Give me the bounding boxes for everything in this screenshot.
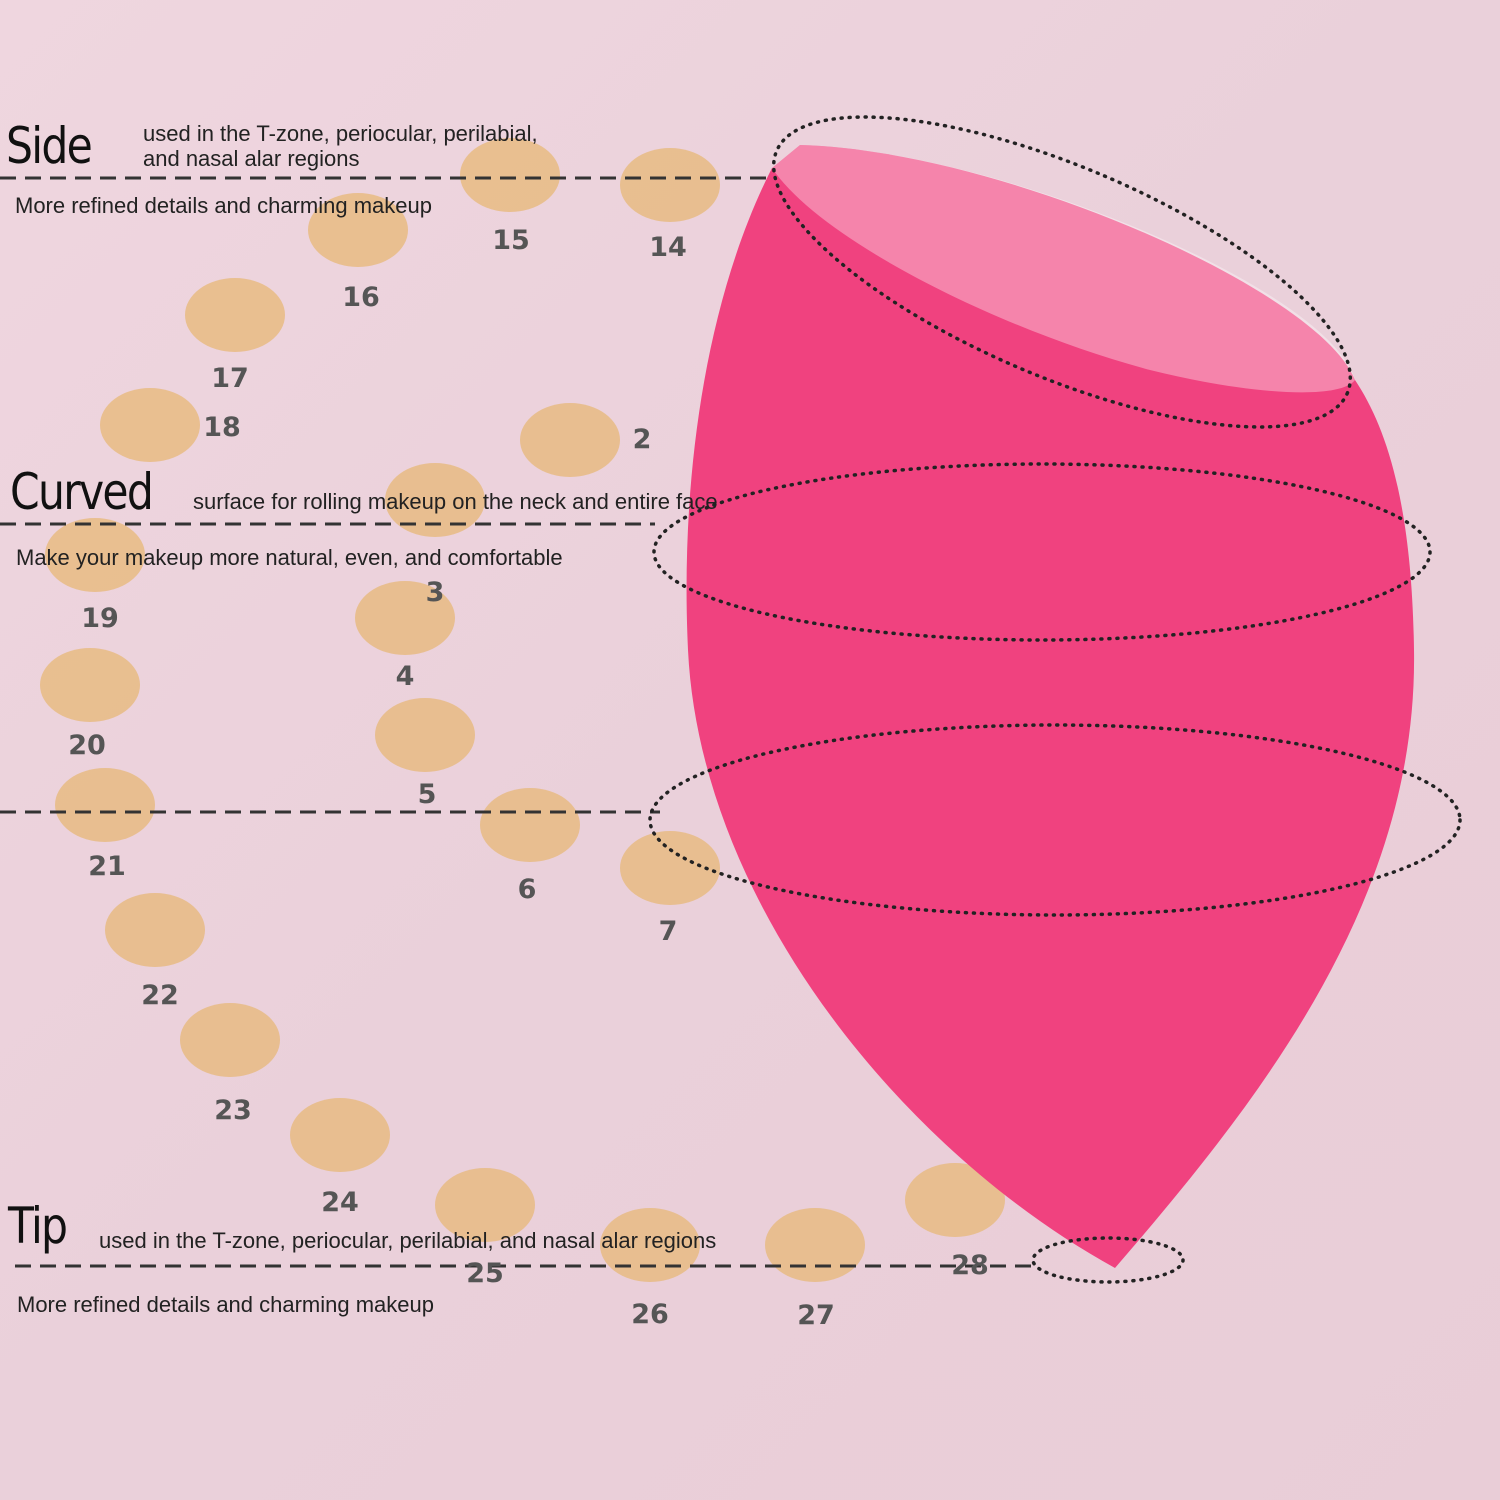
swatch-27 bbox=[765, 1208, 865, 1282]
swatch-label-26: 26 bbox=[631, 1299, 669, 1330]
swatch-7 bbox=[620, 831, 720, 905]
swatch-21 bbox=[55, 768, 155, 842]
swatch-20 bbox=[40, 648, 140, 722]
side-outline bbox=[771, 115, 1353, 429]
side-subtitle: More refined details and charming makeup bbox=[15, 193, 433, 218]
makeup-sponge bbox=[648, 115, 1462, 1284]
guide-lines bbox=[0, 176, 1040, 1268]
swatch-17 bbox=[185, 278, 285, 352]
side-description-line1: used in the T-zone, periocular, perilabi… bbox=[143, 121, 538, 146]
swatch-label-4: 4 bbox=[395, 661, 415, 692]
swatch-label-16: 16 bbox=[342, 282, 380, 313]
swatch-18 bbox=[100, 388, 200, 462]
swatch-6 bbox=[480, 788, 580, 862]
curved-ring-lower bbox=[648, 723, 1462, 917]
swatch-label-23: 23 bbox=[214, 1095, 252, 1126]
curved-subtitle: Make your makeup more natural, even, and… bbox=[16, 545, 563, 570]
foundation-swatches bbox=[40, 138, 1005, 1282]
swatch-5 bbox=[375, 698, 475, 772]
side-title: Side bbox=[6, 117, 93, 175]
swatch-label-27: 27 bbox=[797, 1300, 835, 1331]
swatch-25 bbox=[435, 1168, 535, 1242]
swatch-15 bbox=[460, 138, 560, 212]
swatch-16 bbox=[308, 193, 408, 267]
swatch-2 bbox=[520, 403, 620, 477]
curved-description: surface for rolling makeup on the neck a… bbox=[193, 489, 718, 514]
swatch-label-24: 24 bbox=[321, 1187, 359, 1218]
swatch-label-17: 17 bbox=[211, 363, 249, 394]
swatch-label-19: 19 bbox=[81, 603, 119, 634]
tip-outline bbox=[1031, 1236, 1185, 1284]
swatch-label-15: 15 bbox=[492, 225, 530, 256]
swatch-14 bbox=[620, 148, 720, 222]
swatch-label-6: 6 bbox=[517, 874, 537, 905]
tip-title: Tip bbox=[8, 1197, 68, 1255]
swatch-label-7: 7 bbox=[658, 916, 678, 947]
swatch-label-25: 25 bbox=[466, 1258, 504, 1289]
sponge-top-face bbox=[772, 145, 1355, 393]
tip-description: used in the T-zone, periocular, perilabi… bbox=[99, 1228, 717, 1253]
swatch-label-22: 22 bbox=[141, 980, 179, 1011]
swatch-label-21: 21 bbox=[88, 851, 126, 882]
swatch-23 bbox=[180, 1003, 280, 1077]
swatch-3 bbox=[385, 463, 485, 537]
tip-subtitle: More refined details and charming makeup bbox=[17, 1292, 435, 1317]
swatch-22 bbox=[105, 893, 205, 967]
swatch-19 bbox=[45, 518, 145, 592]
side-description: used in the T-zone, periocular, perilabi… bbox=[143, 121, 538, 171]
swatch-26 bbox=[600, 1208, 700, 1282]
swatch-label-5: 5 bbox=[417, 779, 437, 810]
swatch-label-14: 14 bbox=[649, 232, 687, 263]
swatch-label-3: 3 bbox=[425, 577, 445, 608]
swatch-4 bbox=[355, 581, 455, 655]
swatch-label-28: 28 bbox=[951, 1250, 989, 1281]
swatch-28 bbox=[905, 1163, 1005, 1237]
curved-title: Curved bbox=[10, 463, 154, 521]
curved-ring-upper bbox=[652, 462, 1432, 642]
side-description-line2: and nasal alar regions bbox=[143, 146, 360, 171]
swatch-24 bbox=[290, 1098, 390, 1172]
swatch-label-2: 2 bbox=[632, 424, 652, 455]
swatch-label-20: 20 bbox=[68, 730, 106, 761]
swatch-label-18: 18 bbox=[203, 412, 241, 443]
